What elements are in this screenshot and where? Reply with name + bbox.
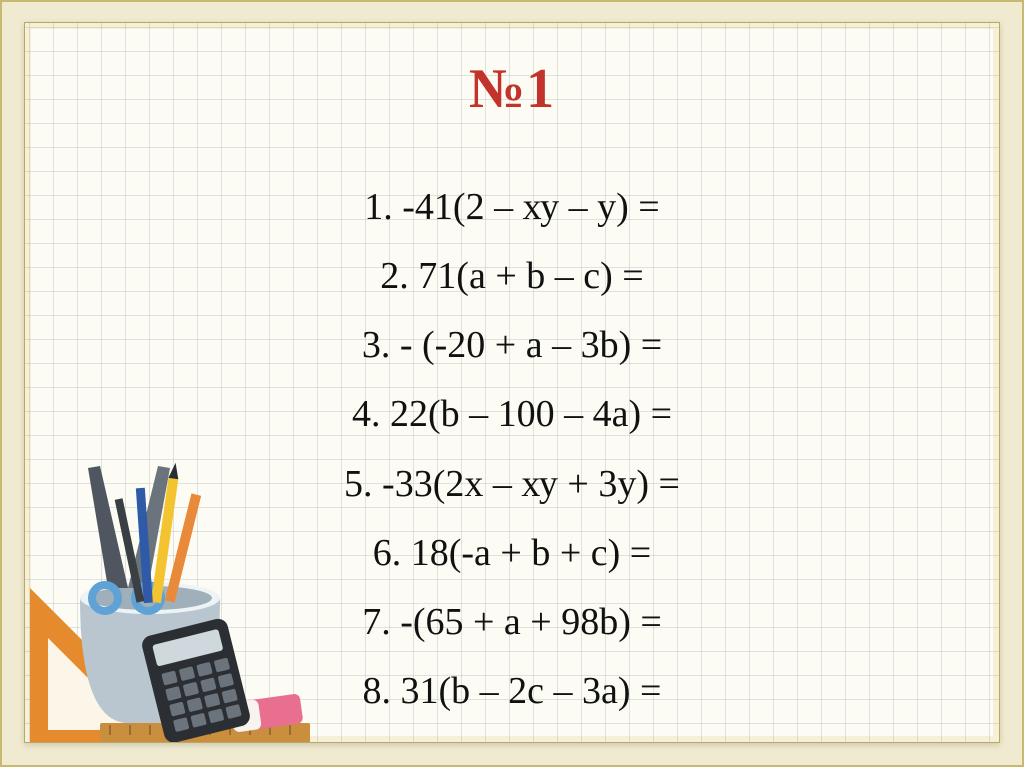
equation-list: 1. -41(2 – ху – у) = 2. 71(а + b – с) = … <box>25 173 999 726</box>
list-item: 3. - (-20 + а – 3b) = <box>25 311 999 380</box>
list-item: 6. 18(-а + b + с) = <box>25 519 999 588</box>
list-item: 4. 22(b – 100 – 4а) = <box>25 380 999 449</box>
list-item: 8. 31(b – 2с – 3а) = <box>25 657 999 726</box>
list-item: 5. -33(2х – ху + 3у) = <box>25 450 999 519</box>
slide-frame: №1 1. -41(2 – ху – у) = 2. 71(а + b – с)… <box>24 22 1000 743</box>
list-item: 7. -(65 + а + 98b) = <box>25 588 999 657</box>
slide: №1 1. -41(2 – ху – у) = 2. 71(а + b – с)… <box>0 0 1024 767</box>
list-item: 2. 71(а + b – с) = <box>25 242 999 311</box>
slide-title: №1 <box>25 57 999 121</box>
list-item: 1. -41(2 – ху – у) = <box>25 173 999 242</box>
